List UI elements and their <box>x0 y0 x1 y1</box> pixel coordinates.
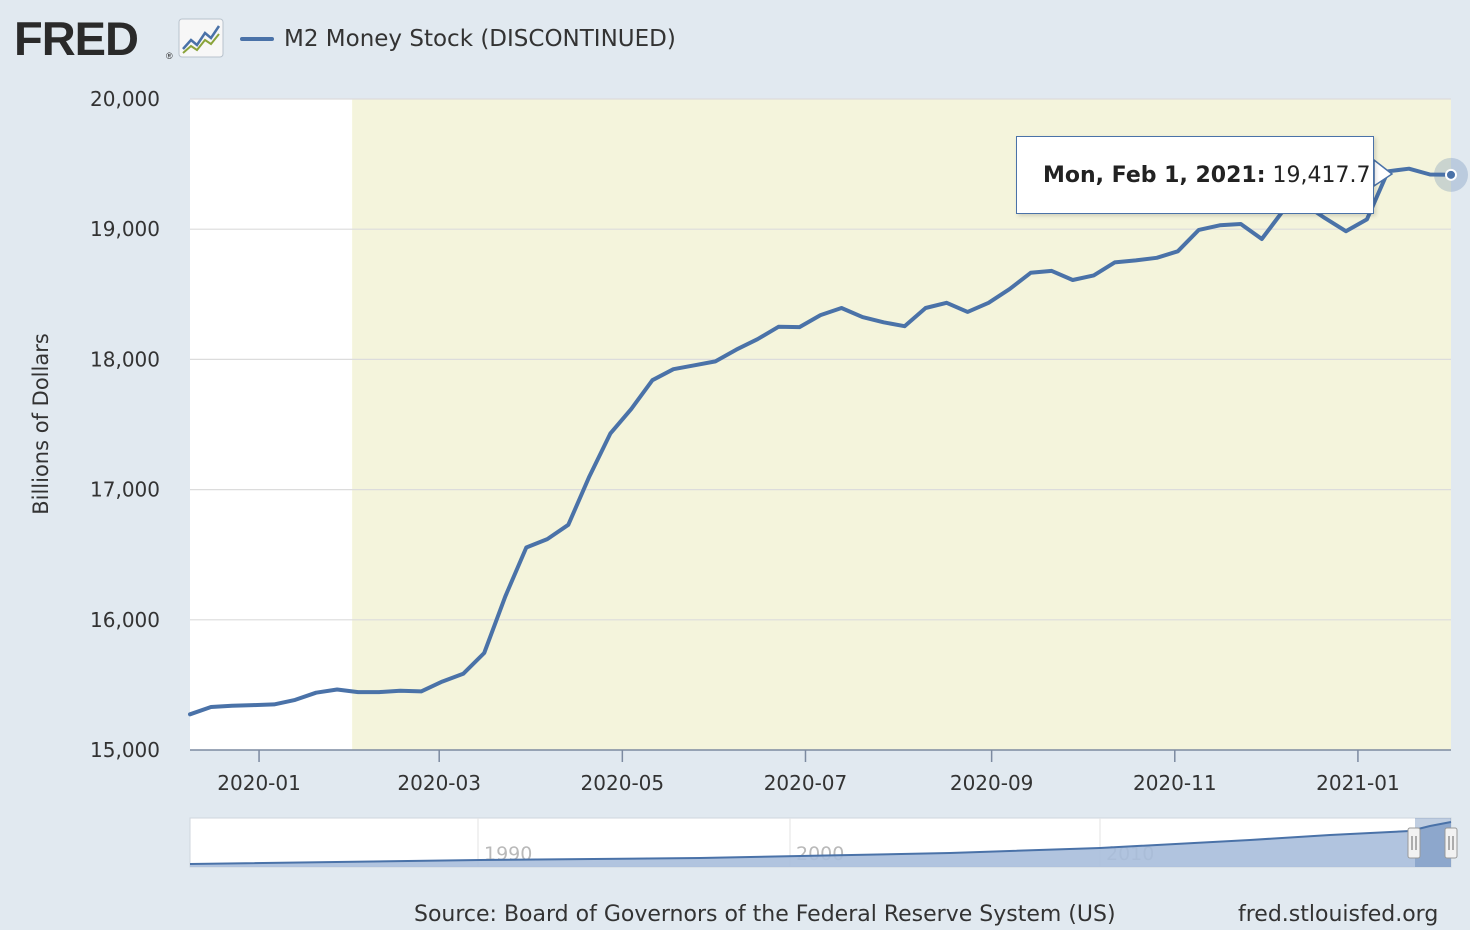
x-tick-label: 2020-03 <box>397 771 481 795</box>
y-tick-label: 15,000 <box>90 738 160 762</box>
y-tick-label: 20,000 <box>90 87 160 111</box>
legend-label: M2 Money Stock (DISCONTINUED) <box>284 26 676 52</box>
chart-legend[interactable]: M2 Money Stock (DISCONTINUED) <box>240 24 676 54</box>
navigator-area <box>190 822 1451 867</box>
y-tick-label: 18,000 <box>90 347 160 371</box>
handle-body <box>1407 827 1421 859</box>
x-tick-label: 2020-07 <box>764 771 848 795</box>
navigator: 199020002010 <box>189 817 1458 868</box>
y-tick-label: 17,000 <box>90 478 160 502</box>
data-tooltip: Mon, Feb 1, 2021: 19,417.7 <box>1016 136 1374 214</box>
y-tick-label: 16,000 <box>90 608 160 632</box>
source-credit[interactable]: Source: Board of Governors of the Federa… <box>414 902 1116 927</box>
x-tick-label: 2020-09 <box>950 771 1034 795</box>
fred-logo[interactable]: FRED <box>14 12 139 65</box>
x-tick-label: 2020-01 <box>217 771 301 795</box>
navigator-handle[interactable] <box>1444 827 1458 859</box>
x-tick-label: 2020-11 <box>1133 771 1217 795</box>
fred-graph-icon <box>178 18 224 62</box>
tooltip-date: Mon, Feb 1, 2021: <box>1043 162 1266 188</box>
chart-header: FRED ® M2 Money Stock (DISCONTINUED) <box>0 0 1470 80</box>
x-tick-label: 2021-01 <box>1316 771 1400 795</box>
x-tick-label: 2020-05 <box>581 771 665 795</box>
y-tick-label: 19,000 <box>90 217 160 241</box>
highlight-point <box>1445 168 1457 181</box>
tooltip-value: 19,417.7 <box>1272 162 1371 188</box>
handle-body <box>1444 827 1458 859</box>
site-link[interactable]: fred.stlouisfed.org <box>1238 902 1439 927</box>
registered-mark: ® <box>166 51 173 61</box>
tooltip-pointer <box>1373 158 1394 188</box>
series-line <box>188 166 1453 717</box>
legend-swatch <box>240 37 274 41</box>
navigator-handle[interactable] <box>1407 827 1421 859</box>
